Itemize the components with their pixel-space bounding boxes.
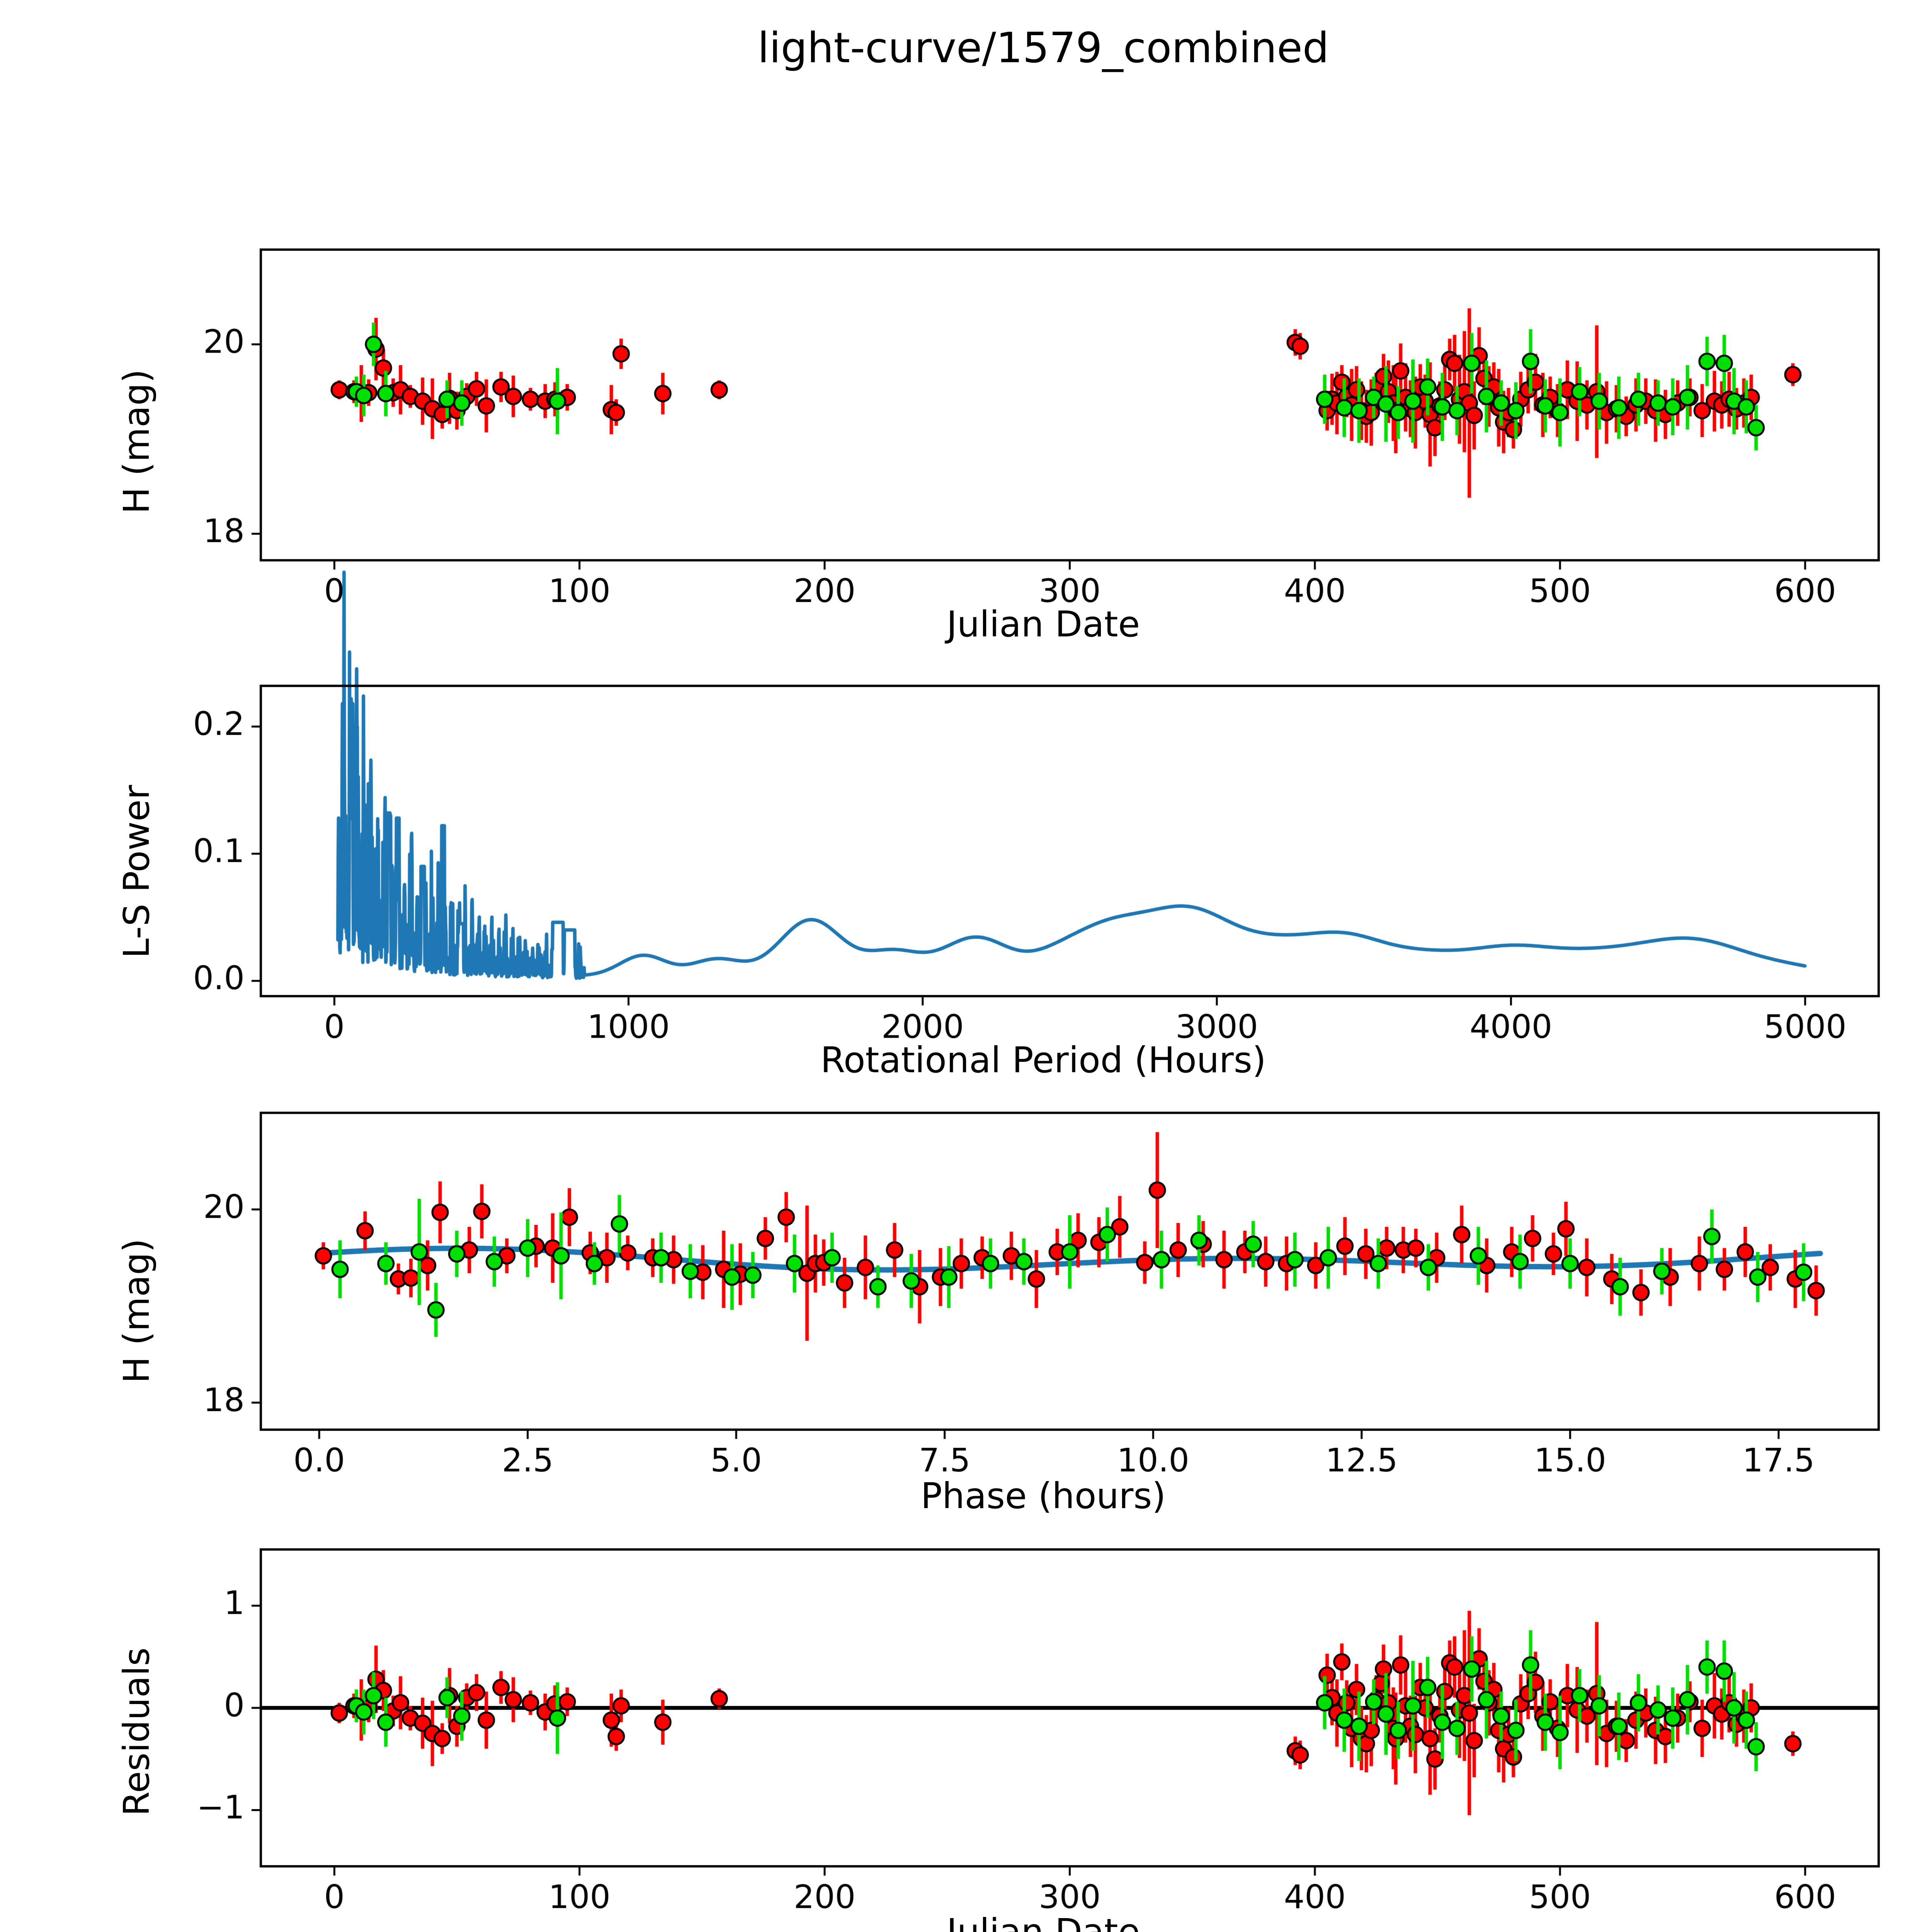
residuals-xaxis-label: Julian Date bbox=[946, 1911, 1140, 1932]
lightcurve-xaxis-label: Julian Date bbox=[946, 604, 1140, 645]
lightcurve-yaxis-label: H (mag) bbox=[116, 369, 157, 514]
periodogram-xaxis-label: Rotational Period (Hours) bbox=[820, 1039, 1266, 1081]
periodogram-yaxis-label: L-S Power bbox=[116, 785, 157, 958]
residuals-yaxis-label: Residuals bbox=[116, 1647, 157, 1816]
phase-folded-yaxis-label: H (mag) bbox=[116, 1238, 157, 1383]
figure-title: light-curve/1579_combined bbox=[757, 24, 1329, 72]
phase-folded-xaxis-label: Phase (hours) bbox=[920, 1475, 1166, 1517]
